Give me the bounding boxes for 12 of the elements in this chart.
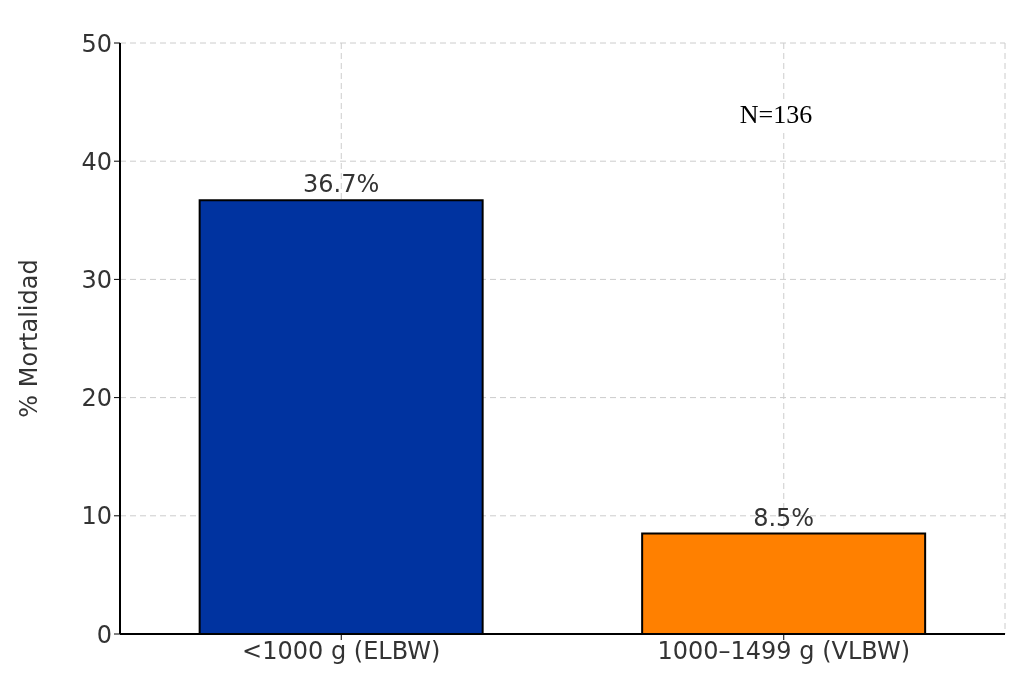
y-tick-label: 30 bbox=[81, 265, 112, 294]
data-label: 8.5% bbox=[753, 503, 815, 532]
y-tick-label: 20 bbox=[81, 384, 112, 413]
y-tick-label: 50 bbox=[81, 29, 112, 58]
y-tick-label: 10 bbox=[81, 502, 112, 531]
x-tick-label: <1000 g (ELBW) bbox=[242, 637, 441, 666]
y-tick-label: 0 bbox=[96, 620, 112, 649]
x-tick-label: 1000–1499 g (VLBW) bbox=[657, 637, 911, 666]
y-tick-label: 40 bbox=[81, 147, 112, 176]
annotation: N=136 bbox=[708, 100, 844, 130]
data-label: 36.7% bbox=[303, 170, 380, 199]
y-axis-title: % Mortalidad bbox=[14, 259, 43, 418]
